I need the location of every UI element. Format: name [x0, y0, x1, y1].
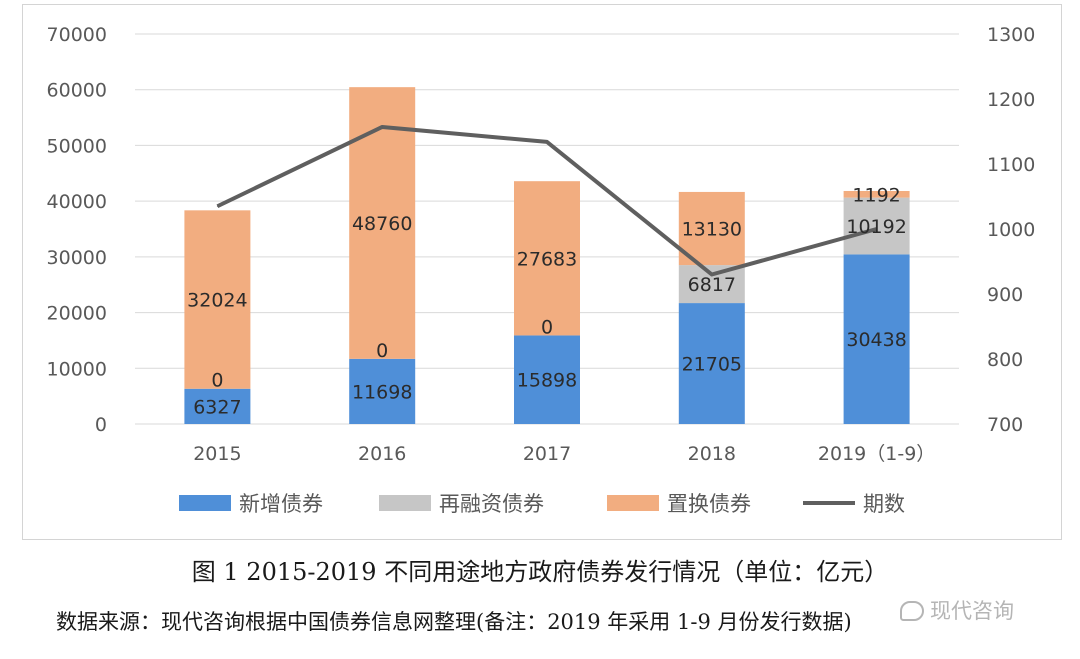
data-label: 15898: [517, 370, 577, 392]
data-label: 0: [541, 316, 553, 338]
y-left-tick-label: 20000: [47, 303, 107, 325]
y-left-tick-label: 70000: [47, 24, 107, 46]
y-right-tick-label: 800: [987, 349, 1023, 371]
y-left-tick-label: 10000: [47, 358, 107, 380]
bar-segment: [349, 358, 416, 424]
data-label: 0: [211, 370, 223, 392]
data-label: 1192: [852, 184, 900, 206]
y-left-tick-label: 60000: [47, 80, 107, 102]
bar-segment: [843, 254, 910, 424]
legend-label: 置换债券: [667, 492, 751, 516]
y-right-tick-label: 700: [987, 414, 1023, 436]
line-point: [216, 205, 218, 207]
y-right-tick-label: 1000: [987, 219, 1035, 241]
data-label: 10192: [846, 216, 906, 238]
watermark-text: 现代咨询: [930, 599, 1014, 623]
line-point: [711, 274, 713, 275]
bar-segment: [349, 87, 416, 359]
watermark: 现代咨询: [900, 595, 1014, 625]
bar-segment: [678, 265, 745, 304]
data-label: 6327: [193, 396, 241, 418]
wechat-icon: [900, 601, 924, 621]
figure-caption: 图 1 2015-2019 不同用途地方政府债券发行情况（单位：亿元）: [191, 558, 889, 586]
y-left-tick-label: 50000: [47, 135, 107, 157]
legend-swatch: [607, 495, 659, 511]
data-label: 21705: [682, 354, 742, 376]
legend-swatch: [379, 495, 431, 511]
legend-label: 期数: [863, 492, 905, 516]
bar-segment: [184, 210, 251, 389]
x-tick-label: 2019（1-9）: [818, 443, 935, 465]
data-label: 6817: [688, 274, 736, 296]
data-label: 32024: [187, 290, 247, 312]
bar-segment: [843, 197, 910, 255]
y-right-tick-label: 1100: [987, 154, 1035, 176]
x-tick-label: 2017: [523, 443, 571, 465]
line-point: [546, 141, 548, 143]
legend-label: 再融资债券: [439, 492, 544, 516]
data-label: 11698: [352, 381, 412, 403]
x-tick-label: 2016: [358, 443, 406, 465]
y-left-tick-label: 0: [95, 414, 107, 436]
data-label: 0: [376, 340, 388, 362]
data-label: 30438: [846, 329, 906, 351]
x-tick-label: 2018: [688, 443, 736, 465]
bar-segment: [678, 303, 745, 424]
bar-segment: [843, 190, 910, 198]
bar-segment: [514, 181, 580, 336]
data-label: 13130: [682, 219, 742, 241]
x-tick-label: 2015: [193, 443, 241, 465]
chart-frame: 0 10000 20000 30000 40000 50000 60000 70000 700 8…: [22, 4, 1062, 540]
legend-label: 新增债券: [239, 492, 323, 516]
data-label: 48760: [352, 213, 412, 235]
y-left-tick-label: 40000: [47, 191, 107, 213]
bar-segment: [184, 388, 251, 424]
bar-segment: [514, 335, 580, 424]
y-right-tick-label: 900: [987, 284, 1023, 306]
data-label: 27683: [517, 248, 577, 270]
chart: 0100002000030000400005000060000700007008…: [47, 24, 1036, 516]
source-note: 数据来源：现代咨询根据中国债券信息网整理(备注：2019 年采用 1-9 月份发…: [56, 610, 852, 634]
line-point: [876, 228, 878, 230]
legend-swatch: [179, 495, 231, 511]
line-point: [381, 126, 383, 128]
y-right-tick-label: 1200: [987, 89, 1035, 111]
y-right-tick-label: 1300: [987, 24, 1035, 46]
bar-segment: [678, 191, 745, 266]
y-left-tick-label: 30000: [47, 247, 107, 269]
